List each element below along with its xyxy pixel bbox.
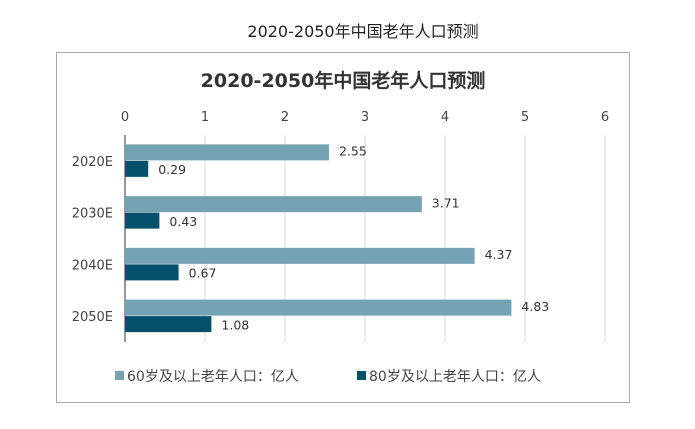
data-label: 1.08 — [221, 317, 249, 332]
category-label: 2020E — [72, 155, 113, 170]
data-label: 3.71 — [432, 195, 460, 210]
data-label: 4.83 — [521, 299, 549, 314]
bar-series-60plus — [125, 247, 475, 264]
bar-series-60plus — [125, 299, 512, 316]
legend-label: 80岁及以上老年人口：亿人 — [369, 369, 541, 385]
data-label: 0.29 — [158, 162, 186, 177]
legend-swatch — [357, 371, 366, 380]
legend-label: 60岁及以上老年人口：亿人 — [127, 369, 299, 385]
x-tick-label: 3 — [361, 110, 369, 125]
category-labels: 2020E 2030E 2040E 2050E — [72, 155, 113, 325]
bar-series-60plus — [125, 196, 422, 213]
bar-series-60plus — [125, 144, 329, 161]
data-label: 0.43 — [169, 214, 197, 229]
legend-swatch — [115, 371, 124, 380]
bar-series-80plus — [125, 212, 160, 229]
x-tick-labels: 0 1 2 3 4 5 6 — [121, 110, 609, 125]
bar-series-80plus — [125, 264, 179, 281]
x-tick-label: 1 — [201, 110, 209, 125]
x-tick-label: 4 — [441, 110, 449, 125]
data-label: 0.67 — [189, 266, 217, 281]
data-label: 2.55 — [339, 144, 367, 159]
data-label: 4.37 — [485, 247, 513, 262]
x-tick-label: 6 — [601, 110, 609, 125]
x-tick-label: 2 — [281, 110, 289, 125]
chart-title: 2020-2050年中国老年人口预测 — [201, 69, 486, 92]
bars: 2.55 0.29 3.71 0.43 4.37 0.67 4.83 1.08 — [125, 144, 549, 333]
legend: 60岁及以上老年人口：亿人 80岁及以上老年人口：亿人 — [115, 369, 541, 385]
x-tick-label: 0 — [121, 110, 129, 125]
category-label: 2050E — [72, 310, 113, 325]
bar-series-80plus — [125, 316, 212, 333]
x-tick-label: 5 — [521, 110, 529, 125]
bar-series-80plus — [125, 160, 149, 177]
category-label: 2030E — [72, 207, 113, 222]
page-title: 2020-2050年中国老年人口预测 — [247, 22, 478, 41]
category-label: 2040E — [72, 258, 113, 273]
